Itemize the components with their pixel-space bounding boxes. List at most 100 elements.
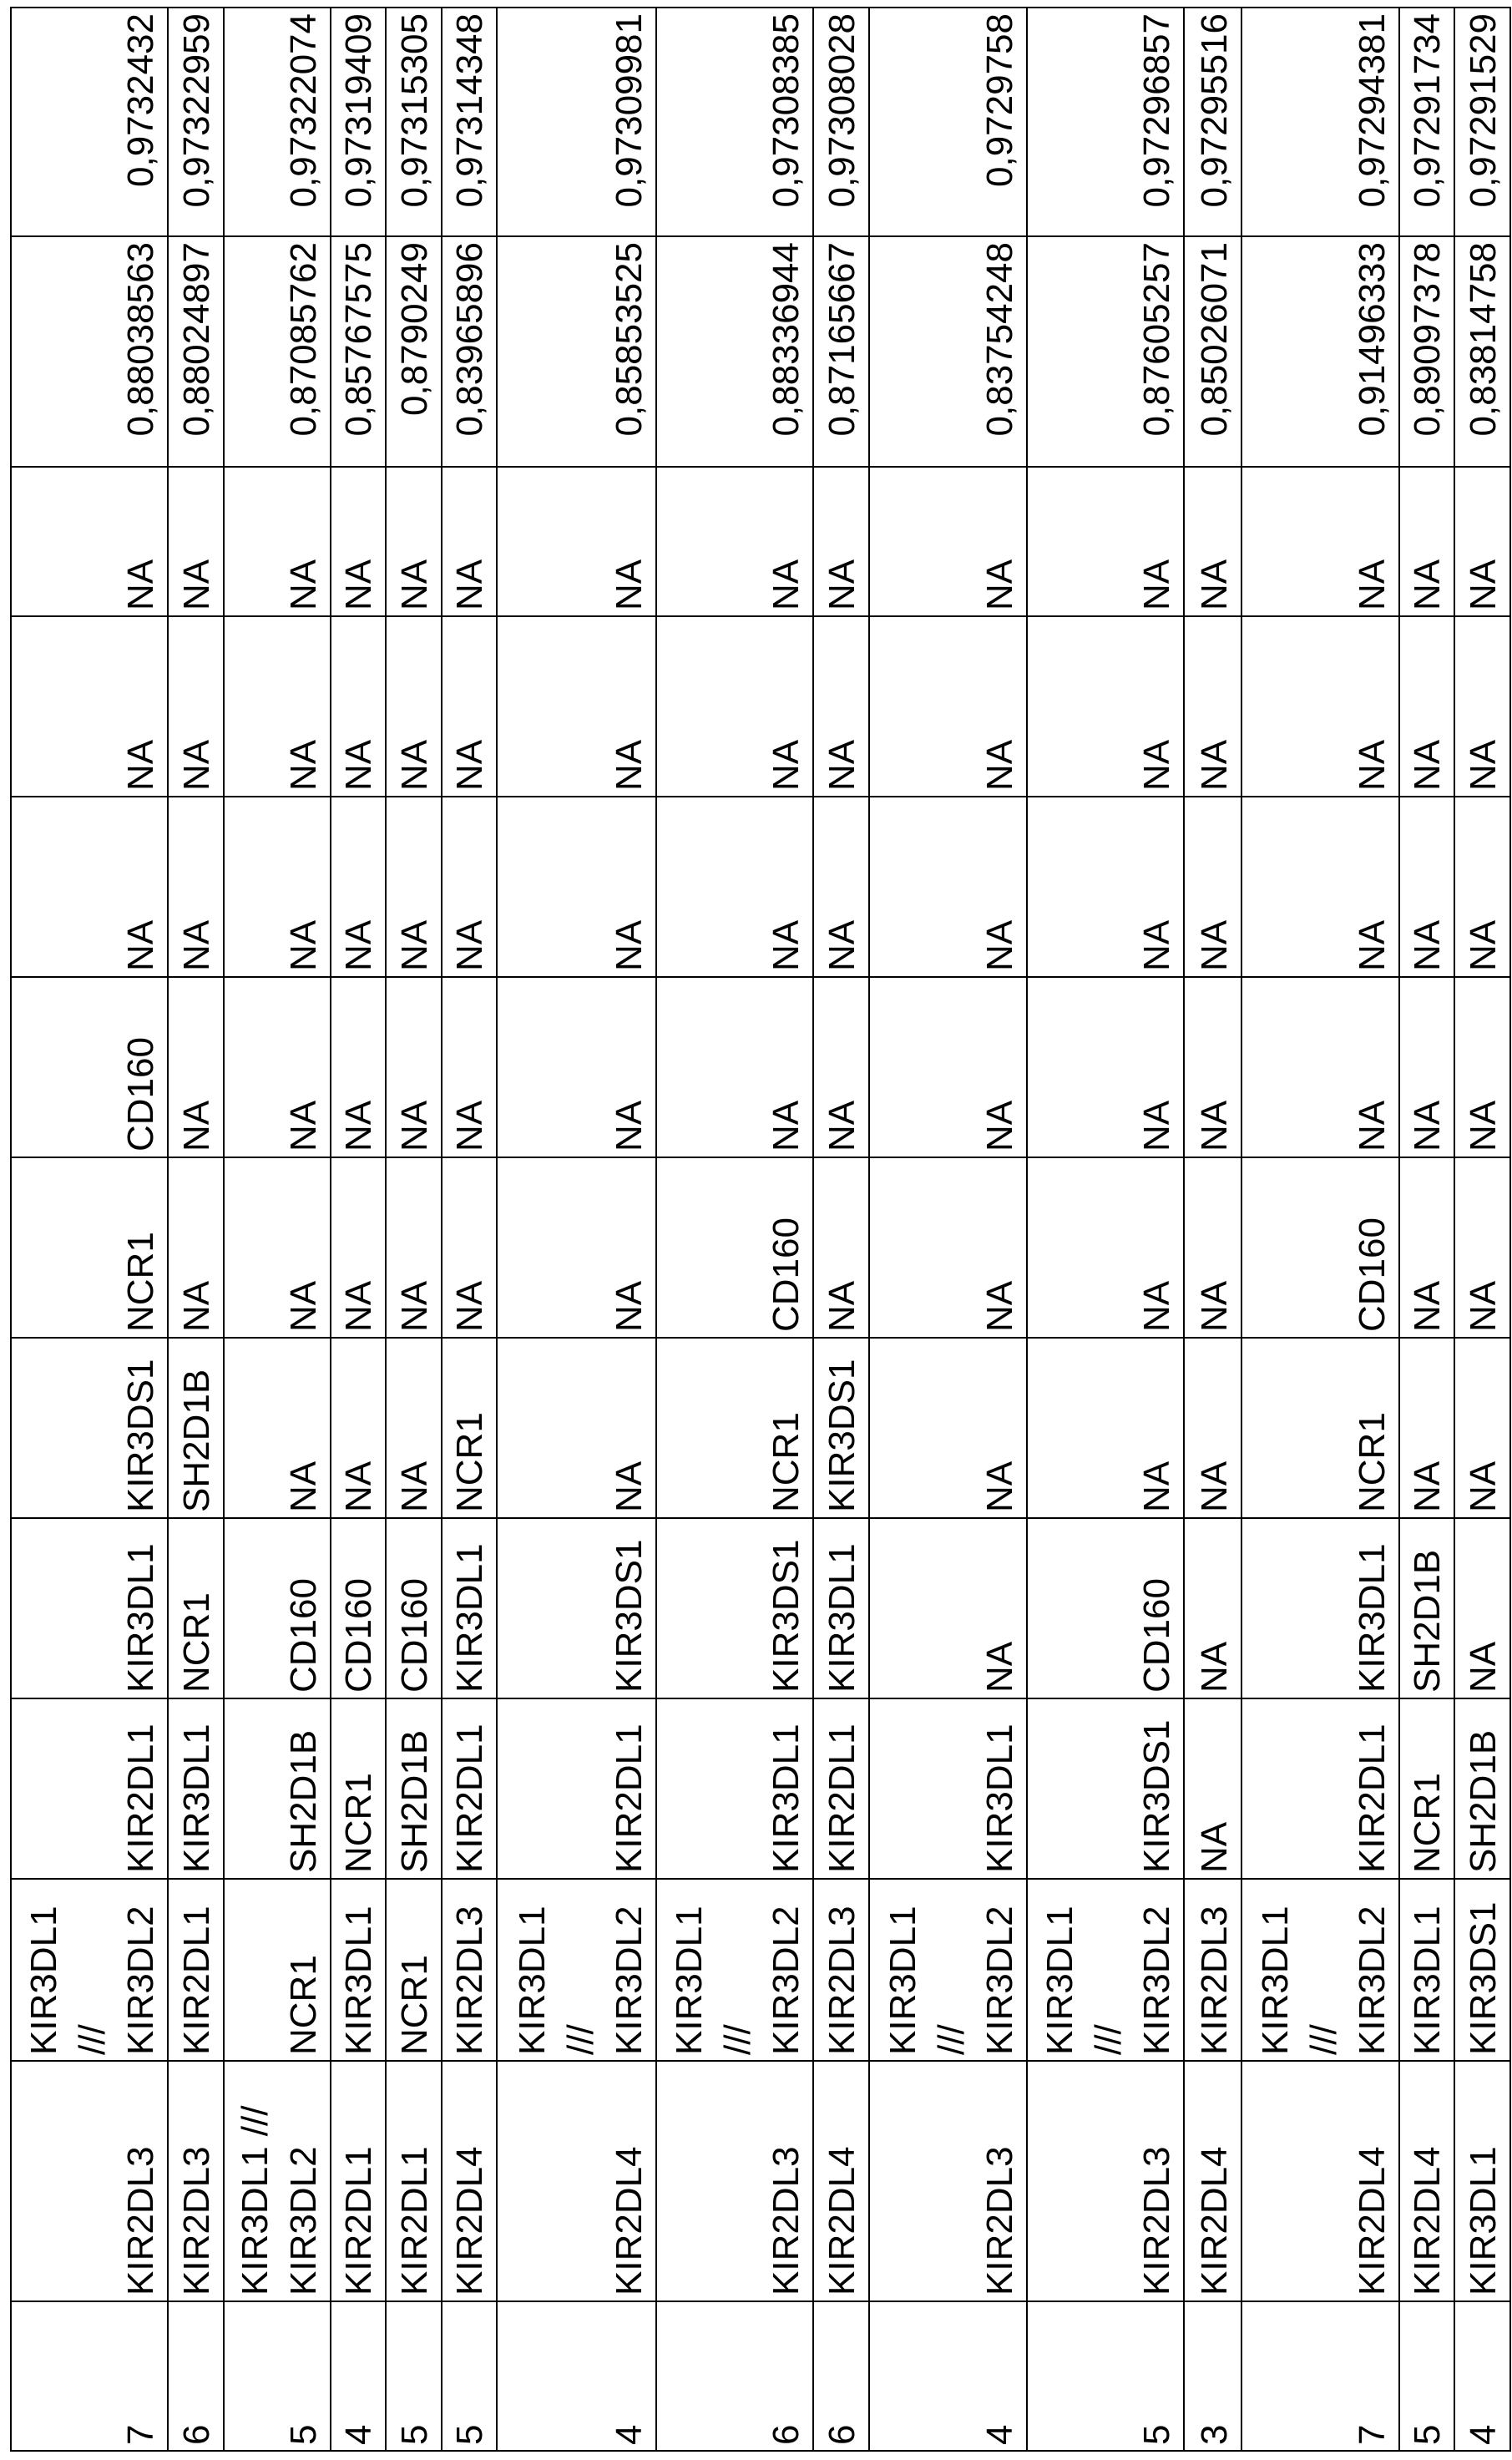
gene-cell: NA [1454, 616, 1510, 797]
gene-cell: NA [1399, 467, 1454, 616]
gene-cell: NA [656, 467, 813, 616]
gene-cell: NA [813, 616, 869, 797]
gene-cell: NA [1399, 797, 1454, 977]
table-row: 7KIR2DL3KIR3DL1 /// KIR3DL2KIR2DL1KIR3DL… [11, 8, 168, 2451]
gene-cell: NA [386, 977, 442, 1157]
gene-cell: KIR2DL3 [442, 1879, 497, 2061]
gene-cell: NA [331, 1338, 386, 1518]
gene-cell: NA [386, 616, 442, 797]
gene-count-cell: 6 [168, 2301, 224, 2451]
table-row: 4KIR3DL1KIR3DS1SH2D1BNANANANANANANA0,838… [1454, 8, 1510, 2451]
gene-cell: NCR1 [224, 1879, 331, 2061]
gene-cell: KIR3DL1 /// KIR3DL2 [11, 1879, 168, 2061]
gene-cell: NA [1027, 1157, 1184, 1338]
table-row: 5KIR2DL3KIR3DL1 /// KIR3DL2KIR3DS1CD160N… [1027, 8, 1184, 2451]
gene-cell: KIR3DS1 [1454, 1879, 1510, 2061]
value-cell: 0,97291529 [1454, 8, 1510, 236]
gene-cell: NA [386, 1157, 442, 1338]
gene-cell: NA [224, 616, 331, 797]
gene-cell: NCR1 [1241, 1338, 1399, 1518]
gene-count-cell: 4 [497, 2301, 656, 2451]
gene-cell: NA [1184, 1157, 1241, 1338]
gene-cell: NA [813, 797, 869, 977]
value-cell: 0,85026071 [1184, 236, 1241, 467]
value-cell: 0,97296857 [1027, 8, 1184, 236]
rotated-table-container: 7KIR2DL3KIR3DL1 /// KIR3DL2KIR2DL1KIR3DL… [10, 7, 1511, 2452]
gene-cell: KIR2DL1 [813, 1698, 869, 1879]
gene-cell: NA [331, 616, 386, 797]
gene-cell: NA [869, 977, 1027, 1157]
table-row: 4KIR2DL4KIR3DL1 /// KIR3DL2KIR2DL1KIR3DS… [497, 8, 656, 2451]
gene-cell: NA [1027, 1338, 1184, 1518]
gene-cell: KIR2DL1 [11, 1698, 168, 1879]
gene-cell: NA [1184, 467, 1241, 616]
gene-combination-table: 7KIR2DL3KIR3DL1 /// KIR3DL2KIR2DL1KIR3DL… [10, 7, 1511, 2452]
gene-cell: CD160 [224, 1518, 331, 1698]
gene-cell: NA [1027, 797, 1184, 977]
gene-cell: KIR3DL1 /// KIR3DL2 [1027, 1879, 1184, 2061]
gene-cell: SH2D1B [386, 1698, 442, 1879]
gene-count-cell: 5 [224, 2301, 331, 2451]
gene-cell: NA [386, 797, 442, 977]
gene-cell: KIR2DL1 [331, 2061, 386, 2301]
gene-cell: CD160 [386, 1518, 442, 1698]
table-row: 5KIR2DL4KIR2DL3KIR2DL1KIR3DL1NCR1NANANAN… [442, 8, 497, 2451]
value-cell: 0,97322074 [224, 8, 331, 236]
gene-cell: KIR3DS1 [11, 1338, 168, 1518]
gene-cell: NA [1241, 467, 1399, 616]
gene-cell: NA [1399, 1338, 1454, 1518]
gene-cell: NCR1 [1399, 1698, 1454, 1879]
gene-cell: NCR1 [168, 1518, 224, 1698]
table-row: 5KIR2DL1NCR1SH2D1BCD160NANANANANANA0,879… [386, 8, 442, 2451]
value-cell: 0,91496333 [1241, 236, 1399, 467]
gene-cell: NA [1241, 977, 1399, 1157]
gene-cell: NA [11, 797, 168, 977]
gene-cell: NCR1 [386, 1879, 442, 2061]
value-cell: 0,97294381 [1241, 8, 1399, 236]
gene-cell: KIR2DL4 [813, 2061, 869, 2301]
value-cell: 0,97309981 [497, 8, 656, 236]
gene-cell: NA [1184, 977, 1241, 1157]
gene-cell: KIR2DL4 [497, 2061, 656, 2301]
gene-cell: NA [497, 616, 656, 797]
gene-count-cell: 6 [656, 2301, 813, 2451]
gene-cell: KIR3DL1 [11, 1518, 168, 1698]
gene-count-cell: 5 [1027, 2301, 1184, 2451]
table-row: 5KIR2DL4KIR3DL1NCR1SH2D1BNANANANANANA0,8… [1399, 8, 1454, 2451]
value-cell: 0,97314348 [442, 8, 497, 236]
gene-cell: NA [386, 1338, 442, 1518]
gene-cell: NA [168, 467, 224, 616]
gene-cell: KIR3DS1 [1027, 1698, 1184, 1879]
gene-cell: KIR2DL1 [386, 2061, 442, 2301]
gene-cell: NCR1 [331, 1698, 386, 1879]
gene-cell: NA [1399, 1157, 1454, 1338]
gene-cell: NA [1454, 467, 1510, 616]
gene-cell: NA [331, 467, 386, 616]
gene-cell: NA [1184, 616, 1241, 797]
gene-cell: NA [1454, 1518, 1510, 1698]
gene-cell: KIR2DL4 [442, 2061, 497, 2301]
gene-cell: KIR3DL1 /// KIR3DL2 [656, 1879, 813, 2061]
gene-cell: KIR3DS1 [497, 1518, 656, 1698]
gene-cell: KIR3DL1 [1454, 2061, 1510, 2301]
gene-count-cell: 7 [1241, 2301, 1399, 2451]
gene-cell: NA [869, 616, 1027, 797]
gene-cell: NCR1 [656, 1338, 813, 1518]
gene-cell: SH2D1B [1454, 1698, 1510, 1879]
gene-cell: KIR2DL1 [442, 1698, 497, 1879]
gene-cell: SH2D1B [224, 1698, 331, 1879]
gene-cell: NA [869, 1518, 1027, 1698]
gene-cell: NA [442, 797, 497, 977]
gene-cell: KIR2DL3 [1184, 1879, 1241, 2061]
gene-cell: KIR3DL1 [1241, 1518, 1399, 1698]
gene-cell: KIR3DL1 /// KIR3DL2 [1241, 1879, 1399, 2061]
value-cell: 0,97295516 [1184, 8, 1241, 236]
gene-cell: NCR1 [442, 1338, 497, 1518]
value-cell: 0,97322959 [168, 8, 224, 236]
gene-cell: KIR3DL1 /// KIR3DL2 [869, 1879, 1027, 2061]
gene-cell: SH2D1B [168, 1338, 224, 1518]
gene-cell: KIR2DL4 [1241, 2061, 1399, 2301]
value-cell: 0,89097378 [1399, 236, 1454, 467]
gene-cell: NA [497, 1338, 656, 1518]
gene-cell: NA [331, 977, 386, 1157]
